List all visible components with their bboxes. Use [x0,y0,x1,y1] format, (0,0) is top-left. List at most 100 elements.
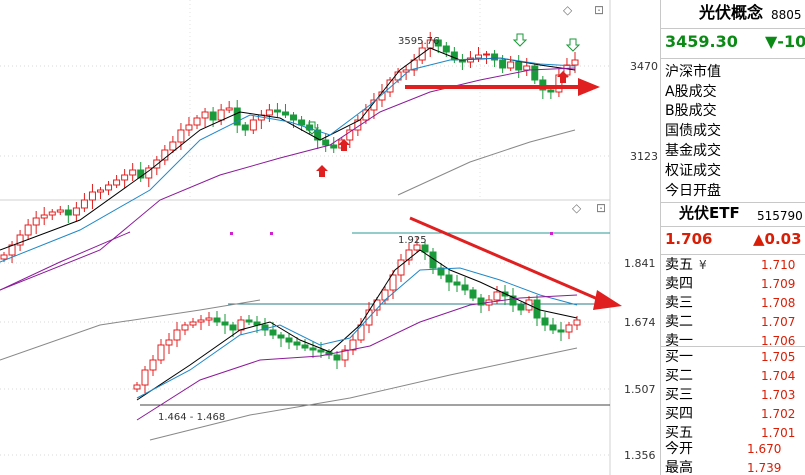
main-candle [555,74,563,93]
etf-candle [293,341,301,346]
main-diamond-icon[interactable]: ◇ [563,3,573,17]
ask-label: 卖五 [665,257,693,273]
quote-panel: 光伏概念 8805 3459.30 ▼-10 沪深市值 A股成交 B股成交 国债成交基… [660,0,805,475]
ask-price: 1.708 [761,296,796,310]
main-candle [56,209,64,213]
main-candle [209,111,217,121]
divider [661,226,805,227]
etf-candle [269,329,277,336]
etf-candle [205,317,213,321]
etf-price-row: 1.706 ▲0.03 [661,230,805,250]
etf-candle [341,349,349,361]
kline-chart[interactable]: 3470 3123 1.841 1.674 1.507 1.356 3595.76 1.925… [0,0,660,475]
marker-dot [270,232,273,235]
main-candle [225,107,233,111]
sell-signal-icon [512,33,528,47]
etf-candle [573,319,581,326]
bid-label: 买四 [665,406,693,422]
marker-dot [230,232,233,235]
etf-price: 1.706 [665,230,713,248]
main-candle [547,89,555,93]
bid-label: 买五 [665,425,693,441]
bid-price: 1.705 [761,350,796,364]
index-title-row: 光伏概念 8805 [661,4,805,24]
ma10-line [0,57,576,263]
etf-candle [285,337,293,343]
main-candle [241,124,249,131]
main-candle [483,53,491,56]
marker-dot [550,232,553,235]
main-candle [571,59,579,66]
main-candle [515,61,523,71]
etf-candle [237,319,245,331]
ma60-line [0,299,261,361]
main-candle [442,45,450,53]
divider [661,346,805,347]
main-candle [523,65,531,71]
main-candle [322,139,330,146]
ma20-line [0,231,131,291]
ask-price: 1.707 [761,315,796,329]
etf-candle [189,321,197,326]
divider [661,202,805,203]
main-candle [40,214,48,219]
etf-candle [301,344,309,349]
etf-candle [493,291,501,301]
bid-price: 1.704 [761,369,796,383]
etf-candle [149,359,157,371]
main-candle [105,184,113,191]
ma5-line [136,249,578,401]
market-stat-label: 基金成交 [665,142,721,159]
etf-close-icon[interactable]: ⊡ [596,201,607,215]
main-candle [97,189,105,193]
etf-diamond-icon[interactable]: ◇ [572,201,582,215]
trend-arrow-head [593,290,622,310]
main-candle [370,99,378,111]
ask-price: 1.706 [761,334,796,348]
bid-price: 1.702 [761,407,796,421]
ma10-line [136,267,578,399]
main-candle [314,129,322,141]
ma20-line [136,294,578,421]
etf-candle [317,349,325,353]
etf-candle [309,347,317,351]
etf-candle [405,249,413,261]
etf-candle [557,329,565,333]
sell-signal-icon [565,38,581,52]
etf-code: 515790 [757,209,803,223]
price-tick: 1.674 [624,316,656,329]
bid-label: 买二 [665,368,693,384]
main-candle [121,174,129,181]
etf-candle [389,274,397,291]
etf-candle [453,281,461,286]
index-change: ▼-10 [765,32,805,51]
main-candle [88,191,96,201]
etf-candle [229,324,237,331]
chart-area[interactable]: 3470 3123 1.841 1.674 1.507 1.356 3595.76 1.925… [0,0,660,475]
etf-candle [565,324,573,333]
main-candle [434,39,442,47]
main-candle [177,129,185,143]
etf-name: 光伏ETF [679,204,740,222]
etf-candle [157,344,165,361]
index-name: 光伏概念 [699,3,764,22]
ask-label: 卖二 [665,314,693,330]
buy-signal-icon [316,165,328,177]
main-candle [265,109,273,116]
buy-signal-icon [338,139,350,151]
index-price: 3459.30 [665,32,738,51]
high-price-label: 3595.76 [398,36,439,47]
trend-arrow [409,216,601,302]
etf-candle [413,244,421,251]
main-candle [281,111,289,116]
high-price-label: 1.925 [398,235,427,246]
main-candle [72,207,80,216]
main-candle [217,109,225,121]
etf-candle [461,284,469,291]
etf-candle [517,304,525,311]
main-close-icon[interactable]: ⊡ [594,3,605,17]
currency-mark: ¥ [699,258,707,272]
etf-candle [213,317,221,323]
etf-candle [333,354,341,361]
bid-label: 买一 [665,349,693,365]
